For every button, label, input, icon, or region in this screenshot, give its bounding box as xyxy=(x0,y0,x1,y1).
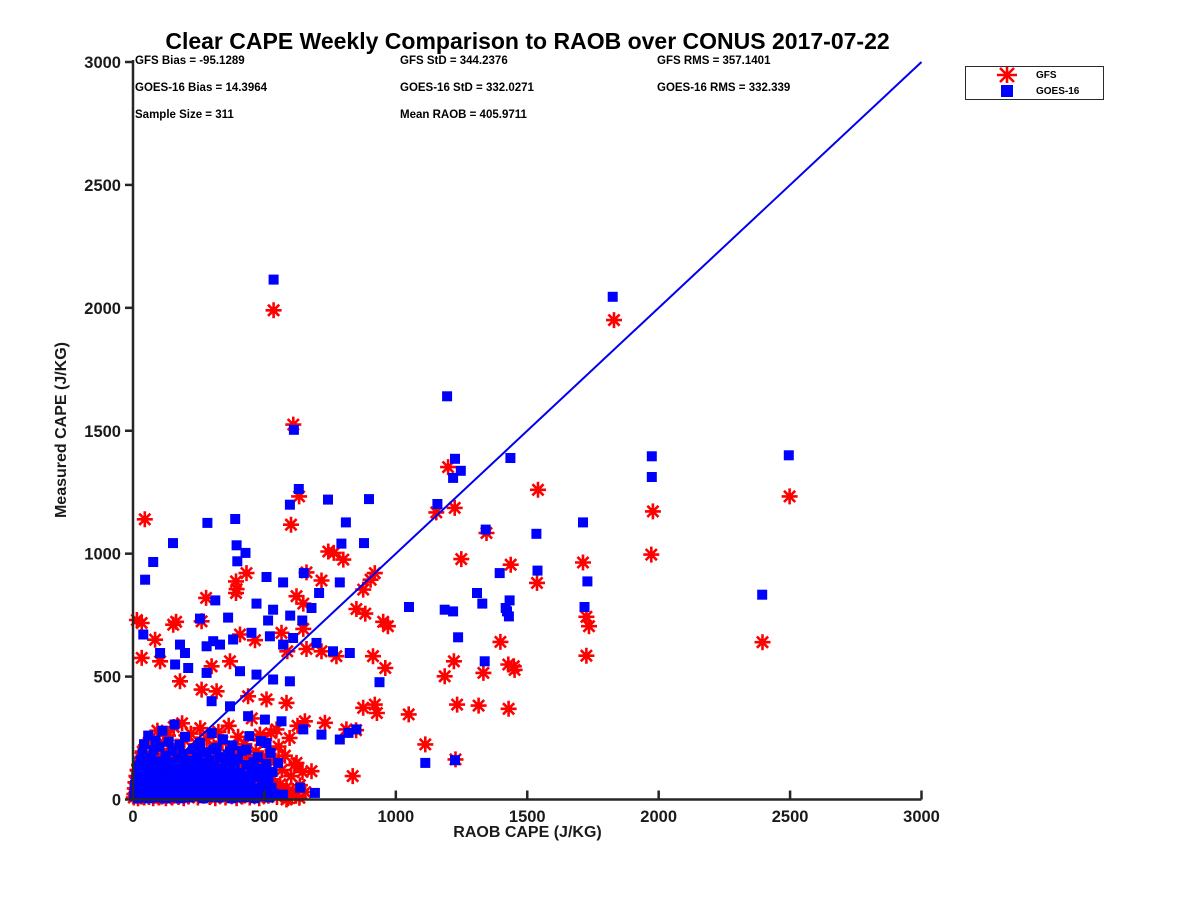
stat-goes-bias: GOES-16 Bias = 14.3964 xyxy=(135,82,268,94)
tick-label: 3000 xyxy=(84,54,121,72)
tick-label: 2000 xyxy=(84,300,121,318)
legend: GFS GOES-16 xyxy=(965,66,1104,100)
tick-label: 1000 xyxy=(84,546,121,564)
x-axis-label: RAOB CAPE (J/KG) xyxy=(453,824,602,841)
stat-gfs-bias: GFS Bias = -95.1289 xyxy=(135,55,245,67)
tick-label: 1500 xyxy=(84,423,121,441)
stat-sample-size: Sample Size = 311 xyxy=(135,109,234,121)
goes-square-icon xyxy=(994,84,1020,98)
tick-label: 2500 xyxy=(84,177,121,195)
tick-label: 3000 xyxy=(903,808,940,826)
stat-mean-raob: Mean RAOB = 405.9711 xyxy=(400,109,527,121)
stat-goes-rms: GOES-16 RMS = 332.339 xyxy=(657,82,791,94)
legend-label-goes: GOES-16 xyxy=(1036,85,1080,97)
stat-goes-std: GOES-16 StD = 332.0271 xyxy=(400,82,534,94)
tick-label: 500 xyxy=(251,808,279,826)
stat-gfs-rms: GFS RMS = 357.1401 xyxy=(657,55,771,67)
tick-label: 0 xyxy=(112,792,121,810)
tick-labels: 0 500 1000 1500 2000 2500 3000 0 500 1000 1500 2000… xyxy=(84,54,940,826)
legend-item-goes: GOES-16 xyxy=(966,83,1103,99)
gfs-asterisk-icon xyxy=(994,67,1020,83)
chart-title: Clear CAPE Weekly Comparison to RAOB ove… xyxy=(165,28,890,54)
tick-label: 0 xyxy=(128,808,137,826)
tick-label: 2000 xyxy=(640,808,677,826)
tick-label: 1500 xyxy=(509,808,546,826)
tick-label: 500 xyxy=(93,669,121,687)
legend-label-gfs: GFS xyxy=(1036,69,1057,81)
legend-item-gfs: GFS xyxy=(966,67,1103,83)
tick-marks xyxy=(125,60,923,801)
stat-gfs-std: GFS StD = 344.2376 xyxy=(400,55,508,67)
y-axis-label: Measured CAPE (J/KG) xyxy=(53,341,70,519)
series-gfs-points xyxy=(124,300,799,809)
tick-label: 1000 xyxy=(377,808,414,826)
identity-line xyxy=(132,61,923,801)
tick-label: 2500 xyxy=(772,808,809,826)
